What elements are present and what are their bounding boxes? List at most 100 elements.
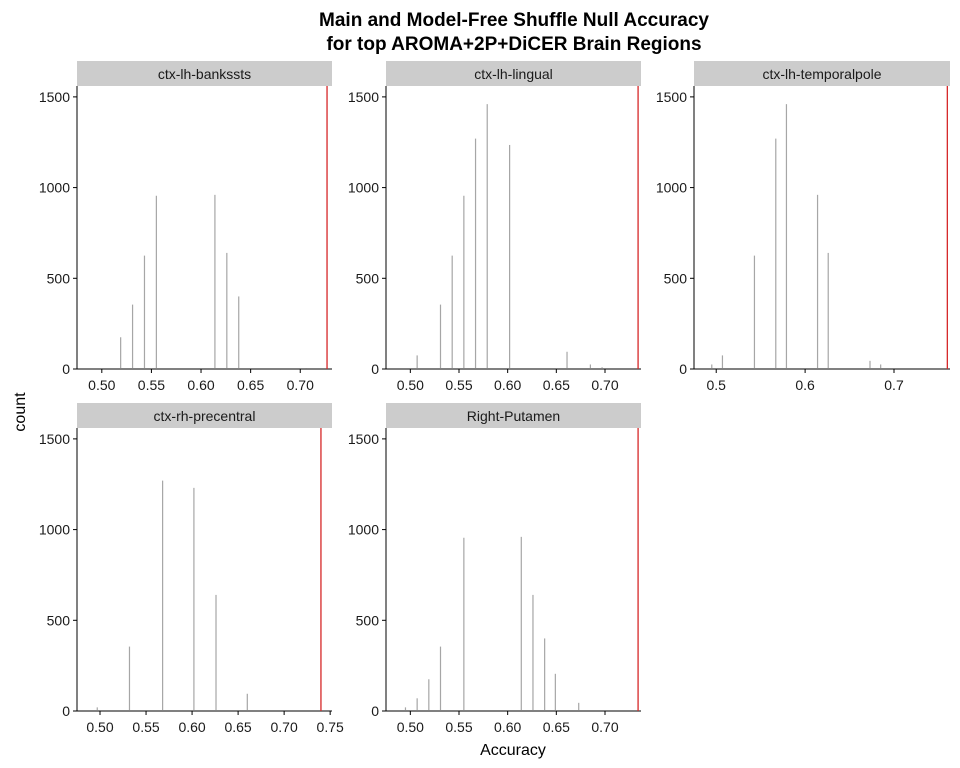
histogram-bar xyxy=(238,296,240,368)
y-tick-label: 500 xyxy=(356,270,380,286)
histogram-bar xyxy=(711,364,713,368)
x-tick-label: 0.7 xyxy=(884,377,904,393)
x-tick-label: 0.65 xyxy=(543,719,570,735)
x-tick-label: 0.60 xyxy=(494,719,521,735)
histogram-bar xyxy=(775,138,777,368)
facet-strip xyxy=(694,61,950,86)
histogram-bar xyxy=(439,646,442,710)
histogram-bar xyxy=(816,194,819,368)
x-tick-label: 0.55 xyxy=(445,719,472,735)
facet-strip-label: ctx-lh-lingual xyxy=(474,66,553,82)
histogram-bar xyxy=(589,364,591,368)
histogram-bar xyxy=(827,252,829,368)
histogram-bar xyxy=(193,487,195,710)
x-tick-label: 0.65 xyxy=(224,719,251,735)
facet-panel: ctx-rh-precentral 0 500 1000 1500 0.50 0.55 0.6… xyxy=(39,403,344,735)
y-tick-label: 1500 xyxy=(656,89,687,105)
x-tick-label: 0.6 xyxy=(795,377,815,393)
histogram-bar xyxy=(214,194,216,368)
histogram-bar xyxy=(785,104,788,369)
y-tick-label: 1000 xyxy=(348,180,379,196)
y-tick-label: 1000 xyxy=(39,522,70,538)
facet-panel: ctx-lh-bankssts 0 500 1000 1500 0.50 0.55 0.60 0… xyxy=(39,61,332,393)
histogram-bar xyxy=(120,337,122,368)
histogram-bar xyxy=(566,351,568,368)
histogram-bar xyxy=(404,707,407,710)
facet-strip xyxy=(386,403,641,428)
y-tick-label: 0 xyxy=(679,361,687,377)
histogram-bar xyxy=(96,707,98,710)
histogram-bar xyxy=(305,368,307,369)
facet-strip xyxy=(77,61,332,86)
facet-strip-label: ctx-lh-temporalpole xyxy=(762,66,881,82)
x-tick-label: 0.60 xyxy=(178,719,205,735)
facet-strip-label: Right-Putamen xyxy=(467,408,560,424)
histogram-bar xyxy=(439,304,442,368)
x-tick-label: 0.50 xyxy=(397,377,424,393)
histogram-bar xyxy=(162,480,164,710)
x-tick-label: 0.70 xyxy=(271,719,298,735)
y-tick-label: 0 xyxy=(371,703,379,719)
histogram-bar xyxy=(416,698,418,710)
y-tick-label: 0 xyxy=(62,361,70,377)
y-tick-label: 500 xyxy=(47,612,71,628)
x-tick-label: 0.70 xyxy=(591,377,618,393)
y-tick-label: 500 xyxy=(664,270,688,286)
y-tick-label: 500 xyxy=(356,612,380,628)
y-tick-label: 1500 xyxy=(39,89,70,105)
histogram-bar xyxy=(880,364,882,368)
facet-strip-label: ctx-lh-bankssts xyxy=(158,66,251,82)
x-tick-label: 0.60 xyxy=(494,377,521,393)
x-tick-label: 0.5 xyxy=(706,377,726,393)
x-tick-label: 0.70 xyxy=(287,377,314,393)
histogram-bar xyxy=(143,255,146,368)
y-tick-label: 1500 xyxy=(348,89,379,105)
histogram-bar xyxy=(486,104,488,369)
x-tick-label: 0.50 xyxy=(397,719,424,735)
histogram-bar xyxy=(226,252,228,368)
y-tick-label: 1000 xyxy=(656,180,687,196)
y-axis-title: count xyxy=(12,392,29,432)
histogram-bar xyxy=(155,195,157,368)
histogram-bar xyxy=(532,594,534,710)
facet-strip-label: ctx-rh-precentral xyxy=(154,408,256,424)
x-tick-label: 0.50 xyxy=(86,719,113,735)
x-tick-label: 0.55 xyxy=(445,377,472,393)
histogram-bar xyxy=(554,673,556,710)
y-tick-label: 1500 xyxy=(348,431,379,447)
histogram-bar xyxy=(428,679,430,710)
histogram-bar xyxy=(578,702,580,710)
y-tick-label: 500 xyxy=(47,270,71,286)
histogram-bar xyxy=(869,360,871,368)
y-tick-label: 1500 xyxy=(39,431,70,447)
x-tick-label: 0.65 xyxy=(543,377,570,393)
y-tick-label: 1000 xyxy=(348,522,379,538)
y-tick-label: 1000 xyxy=(39,180,70,196)
chart-title-line2: for top AROMA+2P+DiCER Brain Regions xyxy=(326,34,701,55)
x-tick-label: 0.65 xyxy=(237,377,264,393)
x-tick-label: 0.50 xyxy=(88,377,115,393)
histogram-bar xyxy=(509,144,511,368)
x-tick-label: 0.75 xyxy=(317,719,344,735)
histogram-bar xyxy=(474,138,477,368)
chart-title-line1: Main and Model-Free Shuffle Null Accurac… xyxy=(319,10,709,31)
histogram-bar xyxy=(246,693,248,710)
x-axis-title: Accuracy xyxy=(480,742,546,759)
facet-strip xyxy=(386,61,641,86)
facet-panel: ctx-lh-lingual 0 500 1000 1500 0.50 0.55 0.60 0.… xyxy=(348,61,641,393)
x-tick-label: 0.60 xyxy=(187,377,214,393)
histogram-bar xyxy=(520,536,522,710)
facet-panel: Right-Putamen 0 500 1000 1500 0.50 0.55 0.60 0.6… xyxy=(348,403,641,735)
x-tick-label: 0.55 xyxy=(132,719,159,735)
x-tick-label: 0.55 xyxy=(138,377,165,393)
x-tick-label: 0.70 xyxy=(591,719,618,735)
histogram-bar xyxy=(601,367,603,368)
histogram-bar xyxy=(128,646,131,710)
facet-strip xyxy=(77,403,332,428)
histogram-bar xyxy=(416,355,418,368)
histogram-bar xyxy=(544,638,546,710)
histogram-bar xyxy=(463,537,465,710)
histogram-bar xyxy=(131,304,134,368)
